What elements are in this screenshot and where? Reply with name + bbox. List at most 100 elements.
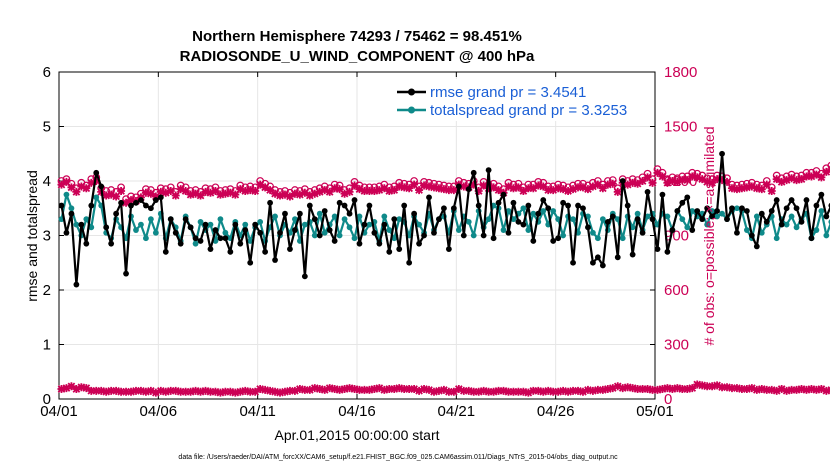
obs-assimilated-point <box>216 388 225 397</box>
obs-assimilated-point <box>151 192 160 201</box>
rmse-point <box>490 235 497 242</box>
obs-assimilated-point <box>122 387 131 396</box>
obs-assimilated-point <box>539 182 548 191</box>
obs-assimilated-point <box>415 186 424 195</box>
obs-assimilated-point <box>519 186 528 195</box>
obs-assimilated-point <box>345 384 354 393</box>
obs-assimilated-point <box>330 385 339 394</box>
obs-assimilated-point <box>549 186 558 195</box>
obs-assimilated-point <box>559 185 568 194</box>
obs-assimilated-point <box>166 386 175 395</box>
rmse-point <box>599 262 606 269</box>
obs-assimilated-point <box>564 186 573 195</box>
obs-assimilated-point <box>305 191 314 200</box>
totalspread-point <box>93 194 100 201</box>
obs-assimilated-point <box>77 182 86 191</box>
rmse-point <box>763 218 770 225</box>
rmse-point <box>272 257 278 263</box>
totalspread-point <box>381 213 388 220</box>
rmse-point <box>773 197 780 203</box>
rmse-point <box>515 218 522 225</box>
obs-assimilated-point <box>181 186 190 195</box>
totalspread-point <box>301 221 308 228</box>
totalspread-point <box>133 227 139 233</box>
chart-subtitle: RADIOSONDE_U_WIND_COMPONENT @ 400 hPa <box>180 48 535 65</box>
obs-assimilated-point <box>127 196 136 205</box>
rmse-point <box>83 240 90 247</box>
obs-assimilated-point <box>598 385 607 394</box>
obs-assimilated-point <box>747 384 756 393</box>
totalspread-point <box>734 205 740 212</box>
rmse-point <box>431 229 437 236</box>
obs-assimilated-point <box>280 387 289 396</box>
obs-assimilated-point <box>608 179 617 188</box>
rmse-point <box>823 213 830 220</box>
rmse-point <box>619 178 626 184</box>
rmse-point <box>639 229 646 236</box>
x-axis-label: Apr.01,2015 00:00:00 start <box>274 427 439 443</box>
obs-assimilated-point <box>335 185 344 194</box>
totalspread-point <box>222 229 229 236</box>
totalspread-point <box>689 208 696 214</box>
obs-assimilated-point <box>276 191 285 200</box>
y-tick-label: 1 <box>43 337 51 354</box>
rmse-point <box>247 259 254 266</box>
rmse-point <box>98 183 105 190</box>
rmse-point <box>719 150 725 157</box>
obs-assimilated-point <box>439 385 448 394</box>
rmse-point <box>416 240 422 247</box>
totalspread-point <box>823 232 830 239</box>
obs-assimilated-point <box>420 385 429 394</box>
rmse-point <box>123 270 129 277</box>
rmse-point <box>629 251 636 258</box>
obs-assimilated-point <box>727 184 736 193</box>
rmse-point <box>296 210 303 217</box>
obs-assimilated-point <box>509 184 518 193</box>
rmse-point <box>694 208 701 214</box>
rmse-point <box>386 248 393 255</box>
obs-assimilated-point <box>762 180 771 189</box>
series-obs-assimilated-bottom- <box>57 380 830 397</box>
rmse-point <box>401 202 408 209</box>
obs-assimilated-point <box>807 385 816 394</box>
totalspread-point <box>590 229 596 236</box>
obs-assimilated-point <box>732 185 741 194</box>
obs-assimilated-point <box>479 386 488 395</box>
totalspread-point <box>704 221 711 228</box>
obs-assimilated-point <box>285 192 294 201</box>
y-tick-label: 2 <box>43 282 51 299</box>
rmse-point <box>480 232 487 239</box>
obs-assimilated-point <box>578 387 587 396</box>
x-tick-label: 04/16 <box>338 403 376 420</box>
rmse-point <box>63 229 70 236</box>
rmse-point <box>465 186 472 193</box>
obs-assimilated-point <box>752 385 761 394</box>
rmse-point <box>376 240 383 247</box>
rmse-point <box>326 227 333 233</box>
rmse-point <box>301 273 308 280</box>
obs-assimilated-point <box>211 387 220 396</box>
rmse-point <box>381 221 388 228</box>
legend-spread-label: totalspread grand pr = 3.3253 <box>430 102 627 119</box>
totalspread-point <box>629 224 636 231</box>
rmse-point <box>813 202 820 209</box>
obs-assimilated-point <box>102 191 111 200</box>
rmse-point <box>421 232 427 239</box>
obs-assimilated-point <box>539 387 548 396</box>
rmse-point <box>818 191 825 198</box>
rmse-point <box>336 199 343 206</box>
totalspread-point <box>743 227 750 233</box>
rmse-point <box>729 205 735 212</box>
totalspread-point <box>346 224 353 231</box>
obs-assimilated-point <box>499 386 508 395</box>
obs-assimilated-point <box>161 188 170 197</box>
obs-assimilated-point <box>727 384 736 393</box>
rmse-point <box>679 199 686 206</box>
rmse-point <box>103 224 110 231</box>
obs-assimilated-point <box>668 177 677 185</box>
rmse-point <box>500 191 507 198</box>
rmse-point <box>470 169 477 176</box>
totalspread-point <box>465 218 472 225</box>
totalspread-point <box>247 238 254 244</box>
totalspread-point <box>664 213 671 220</box>
